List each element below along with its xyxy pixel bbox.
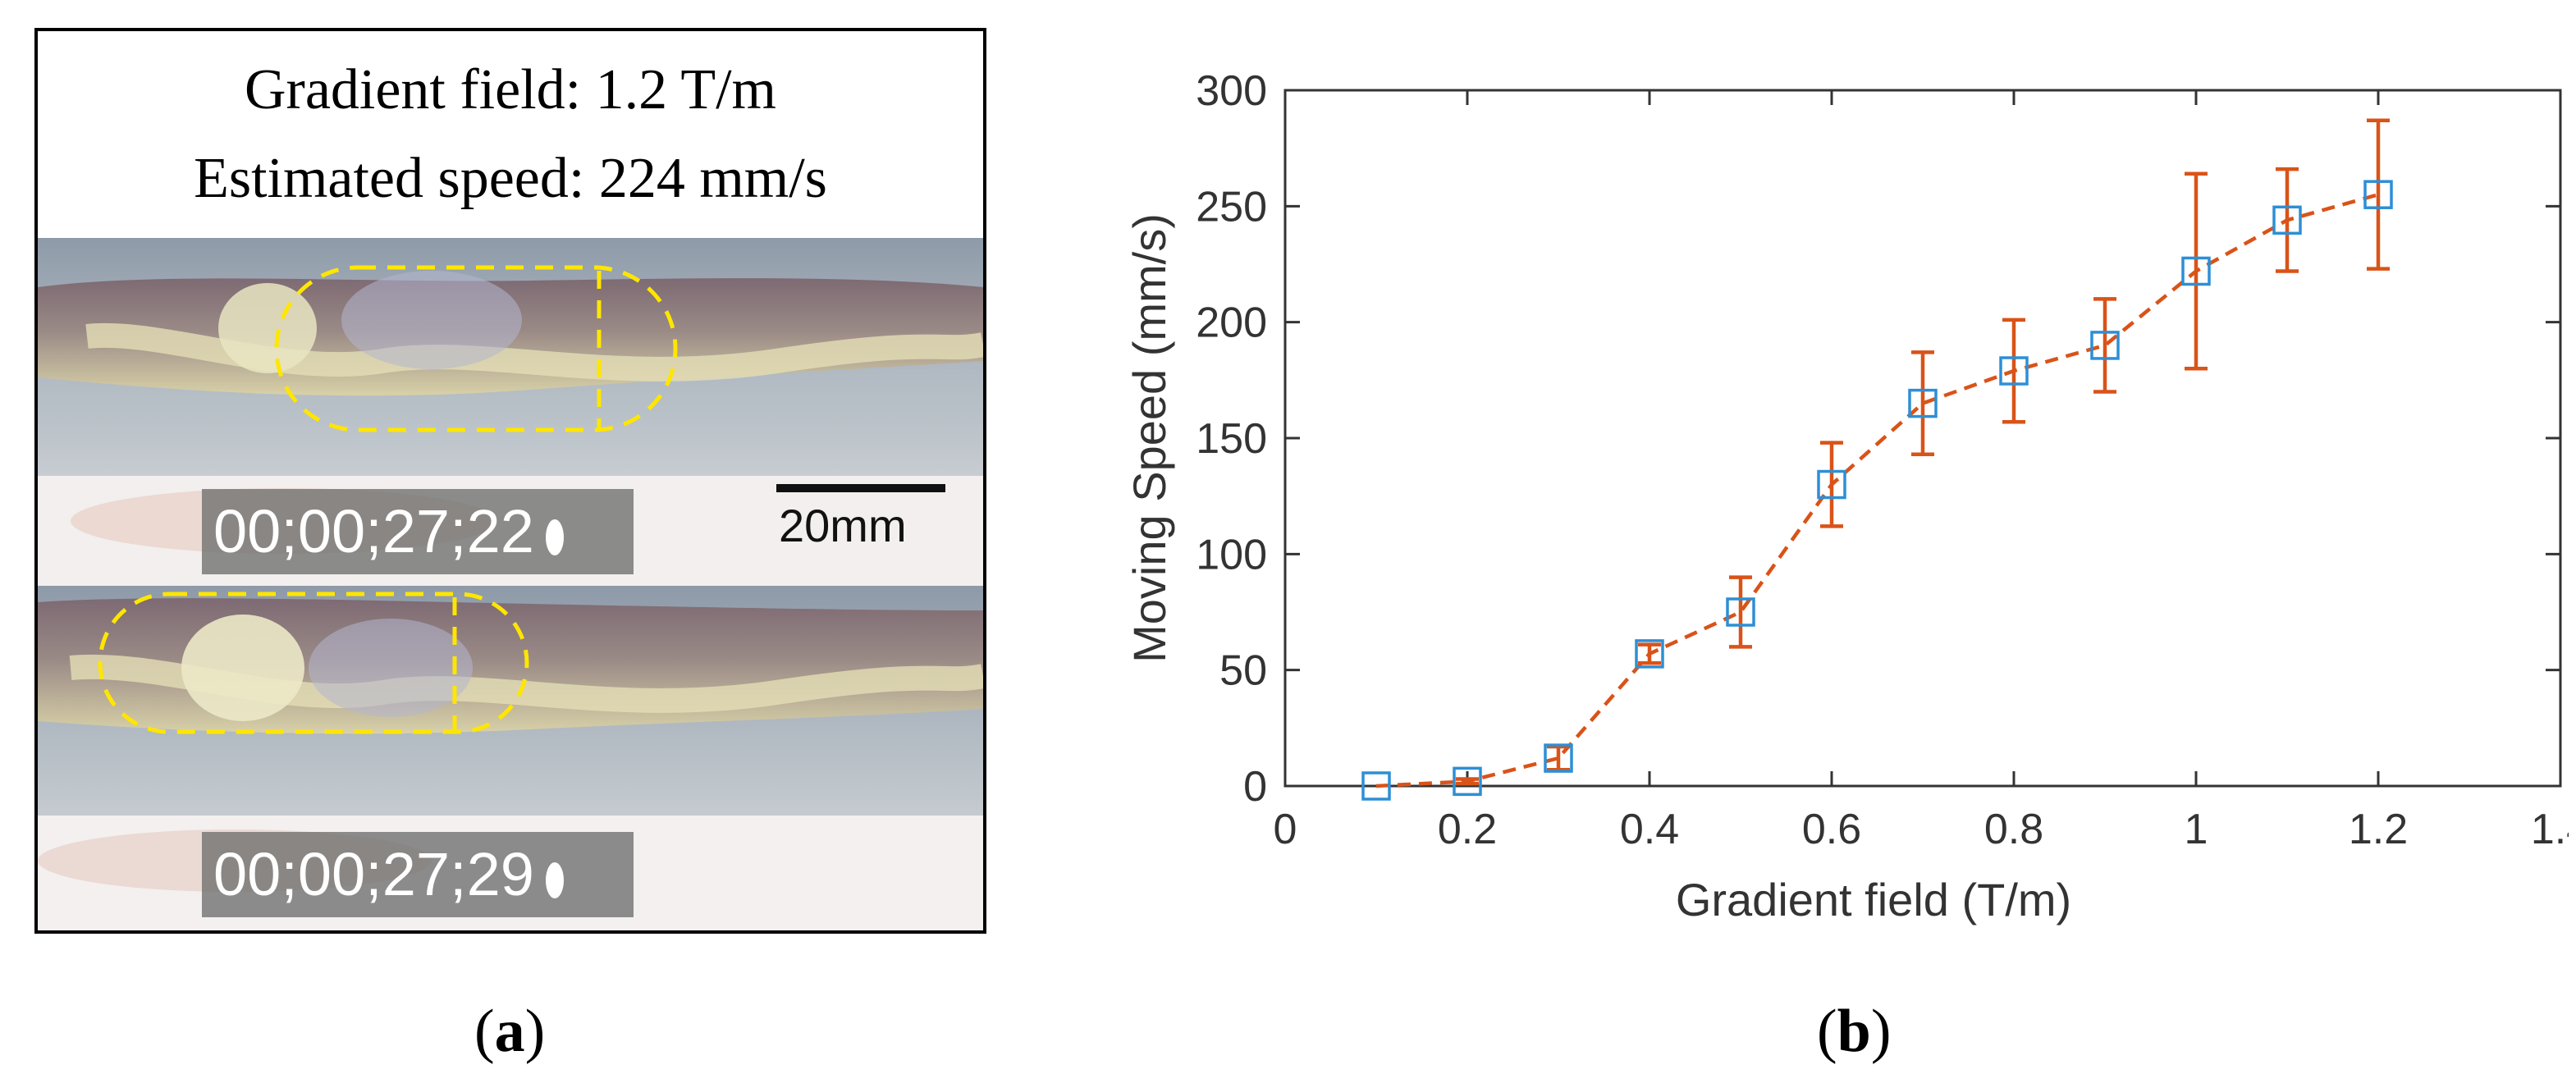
sublabel-b-open: ( [1817,998,1837,1065]
y-axis-label: Moving Speed (mm/s) [1123,213,1175,663]
data-point [1453,766,1482,797]
subfigure-label-b: (b) [1817,997,1891,1067]
y-tick-label: 0 [1243,763,1267,811]
y-tick-label: 150 [1196,415,1267,463]
x-tick-label: 1.4 [2531,806,2569,853]
photo-caption: Gradient field: 1.2 T/m Estimated speed:… [38,31,983,238]
x-tick-label: 0 [1274,806,1297,853]
photo-frame-bottom: 00;00;27;29 [38,586,983,930]
data-point [1999,356,2029,386]
photo-frame-top: 20mm 00;00;27;22 [38,238,983,586]
timestamp-bottom: 00;00;27;29 [202,832,634,917]
timestamp-bottom-text: 00;00;27;29 [213,840,534,908]
data-point [2181,256,2211,286]
sublabel-b-letter: b [1837,998,1871,1065]
series-line [1375,193,2379,788]
timestamp-top: 00;00;27;22 [202,489,634,574]
record-dot-icon [545,862,564,898]
photo-panel: Gradient field: 1.2 T/m Estimated speed:… [34,28,986,934]
sublabel-a-open: ( [474,998,495,1065]
data-point [1908,388,1938,418]
data-point [2272,205,2302,235]
data-point [1544,743,1573,773]
data-point [2363,180,2393,209]
data-point [1726,597,1755,627]
x-tick-label: 0.2 [1438,806,1497,853]
y-tick-label: 200 [1196,299,1267,347]
y-tick-label: 250 [1196,183,1267,231]
data-point [2090,331,2120,360]
record-dot-icon [545,519,564,555]
y-tick-label: 50 [1219,647,1267,695]
scale-label: 20mm [779,500,907,551]
subfigure-label-a: (a) [474,997,545,1067]
data-point [1635,639,1664,669]
x-tick-label: 0.8 [1984,806,2043,853]
x-axis-label: Gradient field (T/m) [1676,874,2071,925]
data-point [1361,771,1391,801]
sublabel-a-letter: a [494,998,525,1065]
sublabel-a-close: ) [524,998,546,1065]
scale-bar [776,484,945,492]
x-tick-label: 1 [2185,806,2208,853]
x-tick-label: 0.4 [1620,806,1679,853]
timestamp-top-text: 00;00;27;22 [213,497,534,565]
gradient-field-caption: Gradient field: 1.2 T/m [244,58,776,121]
data-point [1817,469,1846,500]
estimated-speed-caption: Estimated speed: 224 mm/s [194,147,827,210]
y-tick-label: 100 [1196,531,1267,578]
y-tick-label: 300 [1196,67,1267,115]
sublabel-b-close: ) [1870,998,1892,1065]
speed-chart: 0 0.2 0.4 0.6 0.8 1 1.2 1.4 0 50 100 150 200 250 300 Gr… [1123,67,2569,925]
x-tick-label: 1.2 [2349,806,2408,853]
x-tick-label: 0.6 [1802,806,1861,853]
